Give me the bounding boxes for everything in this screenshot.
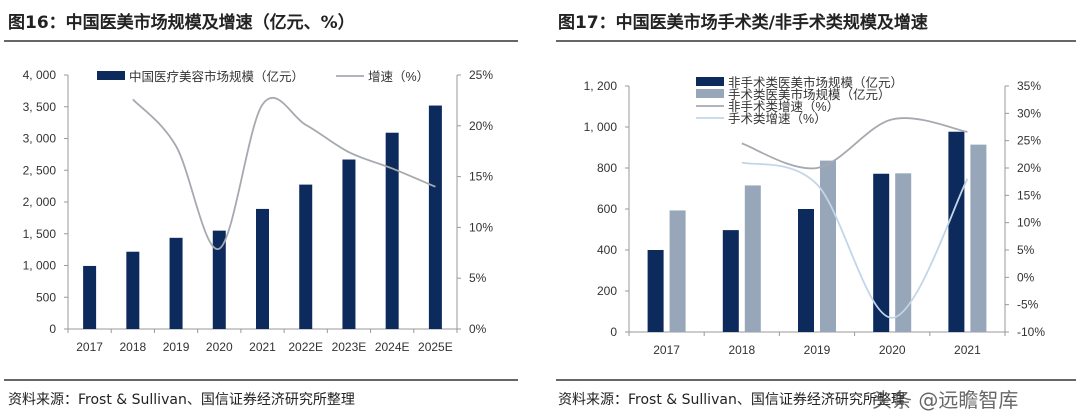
right-chart-title: 图17：中国医美市场手术类/非手术类规模及增速 [558,13,928,33]
fig17-growth-line [741,161,969,319]
fig16-bar [428,105,442,329]
fig17-right-tick-label: 20% [1017,161,1041,175]
fig16-bar [212,230,226,329]
fig17-left-tick-label: 1, 000 [584,120,618,134]
left-source-divider [4,379,518,381]
fig17-bar [744,185,761,332]
watermark: 头条 @远瞻智库 [872,388,1019,412]
fig16-left-tick-label: 1, 500 [23,227,57,241]
fig16-left-tick-label: 0 [49,322,56,336]
fig17-right-tick-label: -10% [1017,325,1045,339]
fig16-bar [169,237,183,329]
fig16-left-tick-label: 1, 000 [23,259,57,273]
left-chart-title: 图16：中国医美市场规模及增速（亿元、%） [8,13,355,33]
right-source-note: 资料来源：Frost & Sullivan、国信证券经济研究所整理 [558,392,905,408]
fig16-legend-label: 增速（%） [368,69,429,84]
fig16-x-tick-label: 2024E [375,340,410,354]
fig16-x-tick-label: 2020 [206,340,233,354]
fig16-bar [342,159,356,329]
fig16-bar [126,251,140,329]
fig16-left-tick-label: 500 [36,290,56,304]
fig17-bar [669,210,686,332]
fig17-bar [798,209,814,332]
fig17-bar [873,173,890,332]
left-source-note: 资料来源：Frost & Sullivan、国信证券经济研究所整理 [8,392,355,408]
fig17-bar [820,160,836,332]
fig16-left-tick-label: 3, 500 [23,100,57,114]
fig16-x-tick-label: 2023E [332,340,367,354]
fig16-bar [385,132,399,329]
fig17-x-tick-label: 2017 [653,343,680,357]
fig17-legend-swatch [696,89,724,98]
fig16-right-tick-label: 10% [469,220,493,234]
fig16-x-tick-label: 2018 [119,340,146,354]
fig16-bar [256,208,269,329]
fig16-x-tick-label: 2017 [76,340,103,354]
fig17-x-tick-label: 2020 [879,343,906,357]
fig17-legend-label: 非手术类医美市场规模（亿元） [728,75,903,90]
fig16-bar [299,184,313,329]
right-title-divider [556,40,1076,42]
fig16-bar [83,265,97,329]
fig17-legend-label: 手术类增速（%） [728,111,827,126]
right-source-divider [556,379,1076,381]
fig17-left-tick-label: 600 [597,202,617,216]
fig17-right-tick-label: 35% [1017,79,1041,93]
fig17-right-tick-label: 30% [1017,106,1041,120]
fig17-right-tick-label: 10% [1017,216,1041,230]
fig17-legend-label: 手术类医美市场规模（亿元） [728,87,891,102]
fig16-left-tick-label: 2, 500 [23,163,57,177]
fig17-bar [970,144,987,332]
fig16-x-tick-label: 2019 [163,340,190,354]
fig17-right-tick-label: 5% [1017,243,1035,257]
fig16-legend-label: 中国医疗美容市场规模（亿元） [129,69,304,84]
fig17-legend-label: 非手术类增速（%） [728,99,839,114]
fig16-growth-line [132,96,436,250]
fig16-x-tick-label: 2022E [288,340,323,354]
fig16-right-tick-label: 5% [469,271,487,285]
left-title-divider [4,40,518,42]
fig16-right-tick-label: 20% [469,119,493,133]
fig16-x-tick-label: 2025E [418,340,453,354]
fig16-x-tick-label: 2021 [249,340,276,354]
fig17-x-tick-label: 2018 [728,343,755,357]
fig17-left-tick-label: 200 [597,284,617,298]
fig17-left-tick-label: 1, 200 [584,79,618,93]
fig17-right-tick-label: 0% [1017,270,1035,284]
fig17-bar [948,131,965,332]
fig17-right-tick-label: -5% [1017,298,1039,312]
fig17-growth-line [741,117,968,170]
fig16-left-tick-label: 3, 000 [23,132,57,146]
fig17-bar [895,173,912,332]
fig17-right-tick-label: 15% [1017,188,1041,202]
fig17-x-tick-label: 2019 [804,343,831,357]
fig16-legend-swatch [97,71,125,80]
fig17-bar [722,230,739,332]
fig17-left-tick-label: 0 [610,325,617,339]
fig16-right-tick-label: 25% [469,68,493,82]
fig16-right-tick-label: 15% [469,170,493,184]
fig17-legend-swatch [696,77,724,86]
fig17-left-tick-label: 400 [597,243,617,257]
fig16-left-tick-label: 2, 000 [23,195,57,209]
fig17-left-tick-label: 800 [597,161,617,175]
fig17-right-tick-label: 25% [1017,134,1041,148]
fig16-left-tick-label: 4, 000 [23,68,57,82]
fig16-right-tick-label: 0% [469,322,487,336]
fig17-x-tick-label: 2021 [954,343,981,357]
fig17-bar [647,250,664,332]
